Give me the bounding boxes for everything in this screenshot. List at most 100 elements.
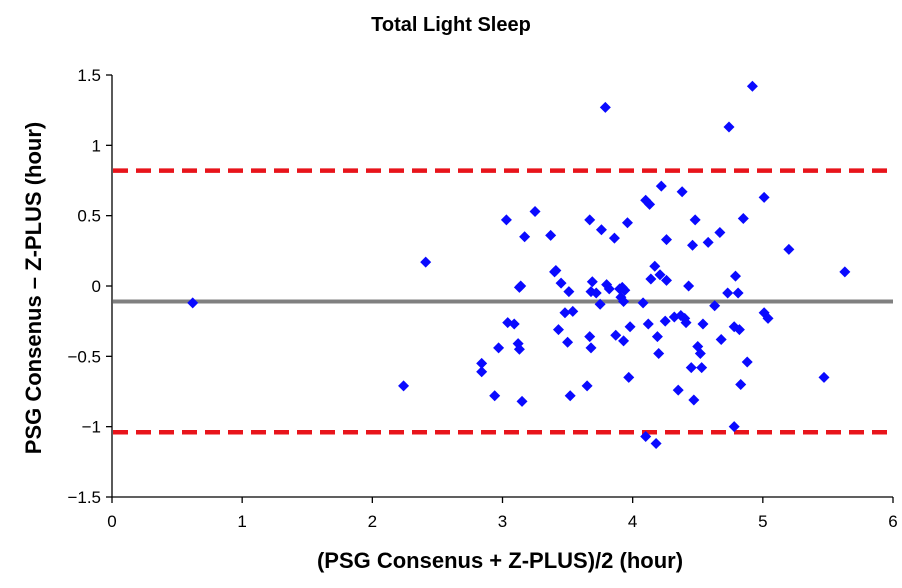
data-point: [732, 287, 744, 299]
data-point: [715, 333, 727, 345]
x-tick-label: 4: [628, 512, 637, 531]
data-point: [737, 212, 749, 224]
data-point: [590, 287, 602, 299]
data-point: [608, 232, 620, 244]
data-point: [687, 239, 699, 251]
data-point: [493, 342, 505, 354]
data-point: [683, 280, 695, 292]
data-point: [680, 317, 692, 329]
data-point: [550, 265, 562, 277]
data-point: [610, 329, 622, 341]
data-point: [637, 297, 649, 309]
data-point: [661, 274, 673, 286]
data-point: [694, 348, 706, 360]
data-point: [783, 243, 795, 255]
data-point: [584, 331, 596, 343]
data-point: [187, 297, 199, 309]
data-point: [489, 390, 501, 402]
data-point: [649, 260, 661, 272]
x-tick-label: 6: [888, 512, 897, 531]
data-point: [500, 214, 512, 226]
data-point: [476, 366, 488, 378]
data-point: [655, 180, 667, 192]
data-point: [644, 198, 656, 210]
y-tick-label: −1.5: [67, 488, 101, 507]
data-point: [562, 336, 574, 348]
data-point: [758, 191, 770, 203]
data-point: [513, 343, 525, 355]
data-point: [650, 438, 662, 450]
data-point: [585, 342, 597, 354]
y-tick-label: 0.5: [77, 207, 101, 226]
data-point: [762, 312, 774, 324]
data-point: [685, 362, 697, 374]
data-point: [645, 273, 657, 285]
data-point: [661, 234, 673, 246]
y-tick-label: 1.5: [77, 66, 101, 85]
y-axis-label: PSG Consenus – Z-PLUS (hour): [21, 121, 46, 455]
data-point: [618, 335, 630, 347]
data-point: [696, 362, 708, 374]
data-point: [839, 266, 851, 278]
data-point: [559, 307, 571, 319]
data-point: [581, 380, 593, 392]
data-point: [515, 280, 527, 292]
x-tick-label: 0: [107, 512, 116, 531]
data-point: [741, 356, 753, 368]
data-point: [508, 318, 520, 330]
data-point: [564, 390, 576, 402]
data-point: [714, 227, 726, 239]
data-point: [642, 318, 654, 330]
data-point: [563, 286, 575, 298]
data-point: [723, 121, 735, 133]
data-point: [623, 371, 635, 383]
data-point: [697, 318, 709, 330]
data-point: [722, 287, 734, 299]
chart-title: Total Light Sleep: [371, 14, 531, 36]
data-point: [420, 256, 432, 268]
data-point: [733, 324, 745, 336]
y-tick-label: −1: [82, 418, 101, 437]
data-point: [818, 371, 830, 383]
x-tick-label: 2: [368, 512, 377, 531]
data-point: [603, 283, 615, 295]
data-point: [728, 421, 740, 433]
data-point: [653, 348, 665, 360]
y-tick-label: −0.5: [67, 347, 101, 366]
x-tick-label: 1: [237, 512, 246, 531]
x-tick-label: 3: [498, 512, 507, 531]
y-tick-label: 0: [92, 277, 101, 296]
data-point: [654, 269, 666, 281]
data-point: [688, 394, 700, 406]
data-point: [529, 205, 541, 217]
data-point: [659, 315, 671, 327]
y-tick-label: 1: [92, 136, 101, 155]
data-point: [729, 270, 741, 282]
data-point: [746, 80, 758, 92]
x-axis-label: (PSG Consenus + Z-PLUS)/2 (hour): [316, 548, 684, 573]
data-point: [516, 395, 528, 407]
axes: 1.5 1 0.5 0 −0.5 −1 −1.5 0 1 2 3 4 5 6: [67, 66, 897, 531]
data-point: [619, 284, 631, 296]
data-point: [676, 186, 688, 198]
data-point: [594, 298, 606, 310]
data-point: [621, 217, 633, 229]
data-point: [689, 214, 701, 226]
data-point: [599, 101, 611, 113]
data-point: [584, 214, 596, 226]
data-point: [586, 276, 598, 288]
data-point: [476, 357, 488, 369]
data-point: [545, 229, 557, 241]
data-point: [702, 236, 714, 248]
data-point: [555, 277, 567, 289]
data-point: [640, 431, 652, 443]
data-points: [187, 80, 851, 450]
data-point: [709, 300, 721, 312]
data-point: [595, 224, 607, 236]
data-point: [735, 378, 747, 390]
data-point: [651, 331, 663, 343]
data-point: [567, 305, 579, 317]
data-point: [552, 324, 564, 336]
data-point: [398, 380, 410, 392]
